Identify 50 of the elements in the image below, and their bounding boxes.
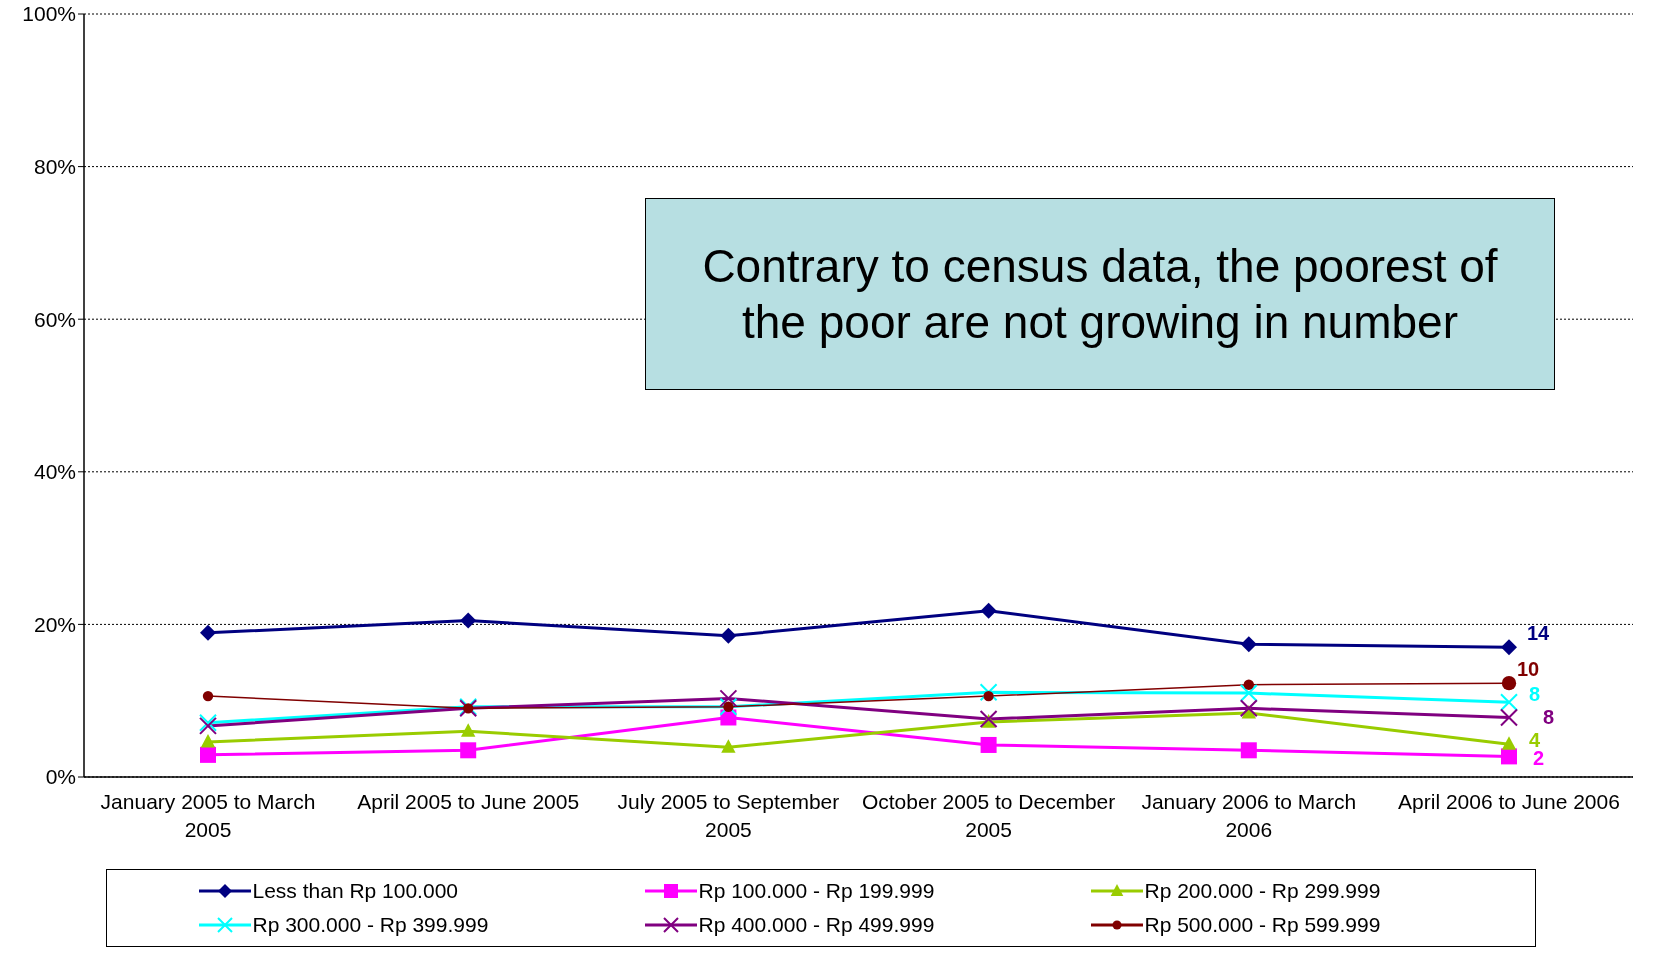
legend-label: Rp 300.000 - Rp 399.999 xyxy=(252,913,489,937)
annotation: 14 xyxy=(1527,622,1551,645)
point xyxy=(719,689,738,708)
annotation: 10 xyxy=(1517,658,1540,681)
legend-label: Rp 500.000 - Rp 599.999 xyxy=(1144,913,1381,937)
legend-label: Rp 200.000 - Rp 299.999 xyxy=(1144,879,1381,903)
point xyxy=(200,624,216,641)
y-tick-label: 100% xyxy=(22,2,76,26)
point xyxy=(460,612,477,629)
point xyxy=(983,690,994,702)
y-tick-label: 40% xyxy=(33,460,76,484)
point xyxy=(979,683,998,702)
point xyxy=(719,697,738,716)
x-tick-label: January 2006 to March 2006 xyxy=(1141,790,1357,841)
annotation: 8 xyxy=(1529,683,1541,706)
legend-label: Rp 100.000 - Rp 199.999 xyxy=(698,879,935,903)
x-tick-label: April 2006 to June 2006 xyxy=(1398,790,1620,813)
point xyxy=(1243,679,1254,690)
legend-label: Rp 400.000 - Rp 499.999 xyxy=(698,913,935,937)
y-tick-label: 80% xyxy=(33,155,76,179)
y-tick-label: 20% xyxy=(33,612,76,636)
point xyxy=(720,627,737,644)
point xyxy=(202,690,214,702)
point xyxy=(461,723,476,737)
point xyxy=(1500,708,1518,727)
point xyxy=(979,710,998,729)
point xyxy=(980,602,997,619)
point xyxy=(200,746,216,763)
point xyxy=(1501,736,1517,750)
point xyxy=(1240,636,1257,653)
annotation: 8 xyxy=(1543,706,1555,729)
point xyxy=(1240,742,1257,759)
x-tick-label: July 2005 to September 2005 xyxy=(617,790,840,841)
annotation: Contrary to census data, the poorest of the poor are not growing in number xyxy=(645,198,1555,390)
point xyxy=(1501,639,1517,656)
point xyxy=(200,733,216,748)
x-tick-label: April 2005 to June 2005 xyxy=(357,790,580,813)
point xyxy=(980,736,997,753)
point xyxy=(1239,684,1258,703)
y-tick-label: 0% xyxy=(45,765,76,789)
y-tick-label: 60% xyxy=(33,307,76,331)
x-tick-label: January 2005 to March 2005 xyxy=(100,790,316,841)
point xyxy=(721,739,736,753)
point xyxy=(1500,693,1518,712)
point xyxy=(1239,699,1258,718)
point xyxy=(460,742,477,759)
x-tick-label: October 2005 to December 2005 xyxy=(861,790,1116,841)
point xyxy=(463,703,474,714)
point xyxy=(723,701,734,712)
legend-label: Less than Rp 100.000 xyxy=(252,879,458,903)
